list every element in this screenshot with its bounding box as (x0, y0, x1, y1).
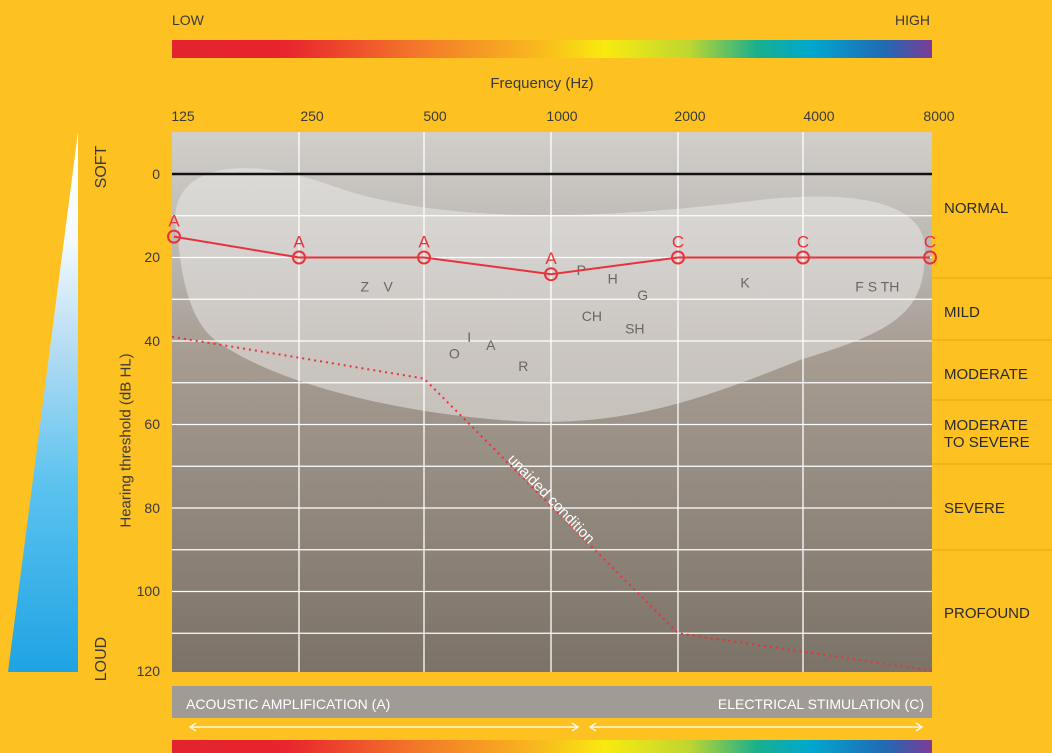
aided-marker (923, 250, 937, 265)
stimulation-arrows (188, 722, 924, 732)
aided-marker-label: A (168, 212, 180, 231)
speech-sound-label: A (486, 337, 496, 353)
y-tick-label: 0 (152, 166, 160, 182)
electrical-stimulation-label: ELECTRICAL STIMULATION (C) (717, 696, 924, 712)
speech-sound-label: V (384, 279, 394, 295)
aided-marker-label: C (924, 233, 936, 252)
x-axis-title: Frequency (Hz) (490, 75, 594, 92)
x-tick-label: 2000 (674, 108, 706, 124)
speech-sound-label: H (608, 270, 618, 286)
x-tick-label: 250 (300, 108, 324, 124)
x-tick-label: 500 (423, 108, 447, 124)
speech-sound-label: O (449, 346, 460, 362)
y-tick-label: 60 (144, 416, 160, 432)
speech-sound-label: Z (360, 279, 369, 295)
hearing-level-label: SEVERE (944, 500, 1005, 517)
x-tick-label: 1000 (546, 108, 578, 124)
hearing-level-label: NORMAL (944, 200, 1009, 217)
aided-marker (417, 250, 431, 265)
aided-marker-label: A (545, 249, 557, 268)
y-tick-label: 40 (144, 333, 160, 349)
aided-marker (544, 267, 558, 282)
hearing-level-label: MILD (944, 304, 980, 321)
aided-marker (292, 250, 306, 265)
unaided-line (171, 335, 933, 672)
frequency-gradient-bar (172, 40, 932, 58)
speech-sound-label: K (740, 275, 750, 291)
low-label: LOW (172, 12, 204, 28)
speech-sound-label: I (467, 329, 471, 345)
speech-sound-label: SH (625, 320, 644, 336)
hearing-level-label: PROFOUND (944, 605, 1030, 622)
aided-marker (796, 250, 810, 265)
speech-sound-label: CH (582, 308, 602, 324)
y-tick-label: 100 (136, 583, 160, 599)
x-tick-label: 4000 (803, 108, 835, 124)
speech-banana (175, 168, 925, 422)
y-tick-label: 80 (144, 500, 160, 516)
speech-sound-label: R (518, 358, 528, 374)
bottom-gradient-bar (172, 740, 932, 753)
aided-marker (671, 250, 685, 265)
aided-marker-label: A (293, 233, 305, 252)
speech-sound-label: F S TH (855, 279, 899, 295)
aided-line (173, 235, 930, 276)
hearing-level-label: MODERATE (944, 366, 1028, 383)
high-label: HIGH (895, 12, 930, 28)
y-tick-label: 20 (144, 249, 160, 265)
stimulation-bar (172, 686, 932, 718)
aided-marker-label: C (672, 233, 684, 252)
acoustic-amplification-label: ACOUSTIC AMPLIFICATION (A) (186, 696, 391, 712)
speech-sound-label: G (637, 287, 648, 303)
x-tick-label: 8000 (923, 108, 955, 124)
y-tick-label: 120 (136, 663, 160, 679)
grid (172, 132, 932, 672)
aided-marker (167, 229, 181, 244)
x-tick-label: 125 (171, 108, 195, 124)
loudness-wedge (8, 132, 78, 672)
hearing-level-label: MODERATE TO SEVERE (944, 417, 1030, 451)
aided-marker-label: C (797, 233, 809, 252)
aided-marker-label: A (418, 233, 430, 252)
